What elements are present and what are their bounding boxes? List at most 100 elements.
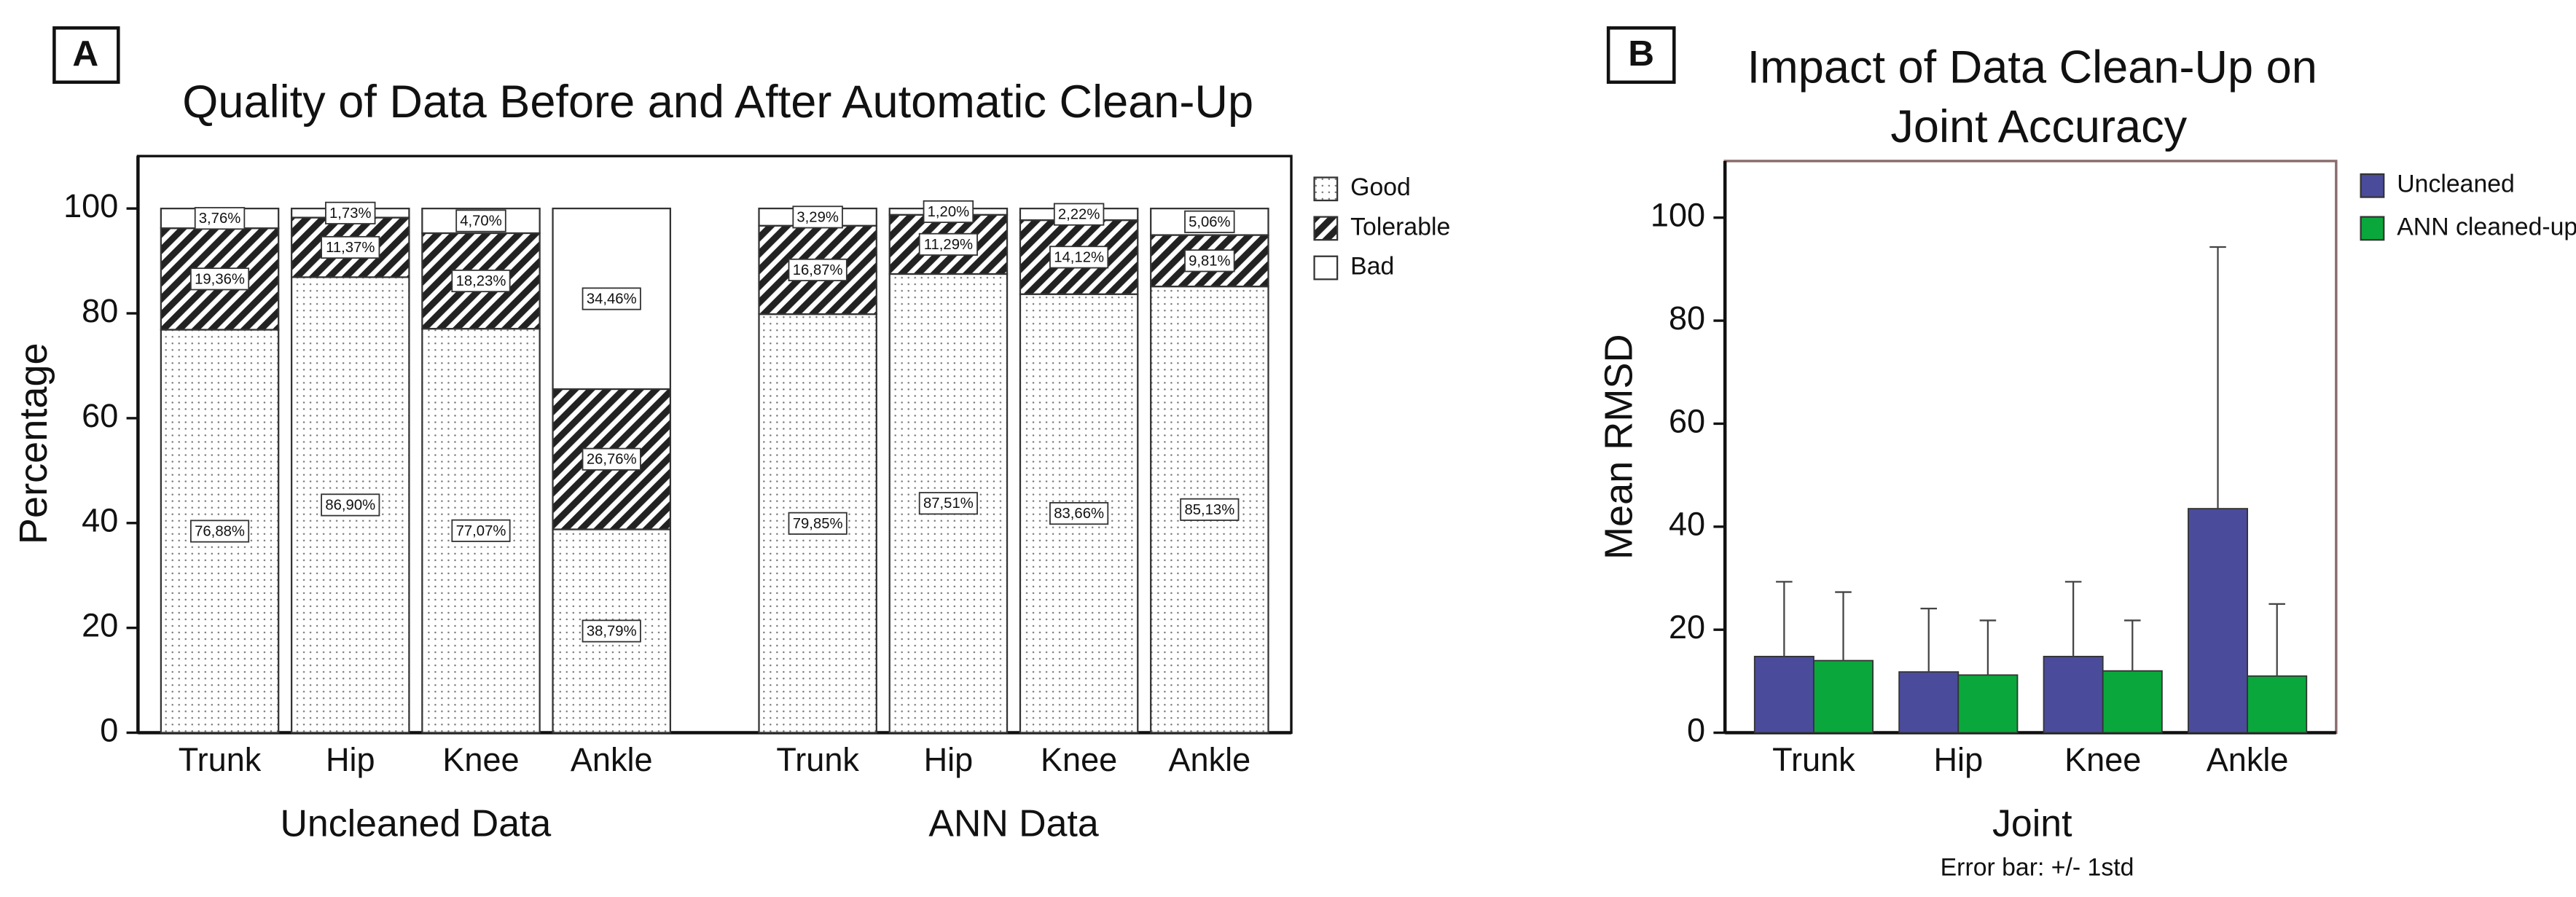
value-label-box [1184, 249, 1235, 273]
legend-label: Tolerable [1350, 213, 1450, 240]
y-tick-label: 80 [1669, 299, 1705, 337]
value-label-box [923, 200, 974, 224]
value-label: 77,07% [456, 523, 506, 539]
bar [2102, 670, 2163, 734]
value-label-box [455, 209, 506, 232]
y-tick-label: 60 [82, 397, 118, 434]
value-label-box [1049, 246, 1109, 269]
value-label-box [189, 267, 250, 291]
value-label-box [918, 232, 978, 256]
note: Error bar: +/- 1std [1941, 854, 2134, 882]
x-axis-label: Joint [1992, 802, 2072, 845]
value-label-box [321, 493, 380, 517]
x-tick-label: Trunk [1772, 741, 1855, 778]
value-label-box [321, 235, 380, 259]
bar [2188, 508, 2249, 734]
chart-title: Joint Accuracy [1890, 101, 2187, 152]
bar [1957, 674, 2019, 734]
value-label: 1,20% [928, 204, 970, 220]
legend-swatch [1313, 216, 1339, 241]
value-label: 11,29% [924, 237, 973, 253]
legend-label: Bad [1350, 252, 1394, 280]
legend-label: Uncleaned [2397, 171, 2515, 198]
group-label: ANN Data [928, 802, 1099, 845]
bar [1813, 659, 1874, 734]
y-tick-label: 20 [1669, 608, 1705, 646]
value-label: 26,76% [587, 452, 637, 468]
value-label-box [325, 201, 376, 224]
value-label: 83,66% [1054, 506, 1104, 522]
panel-letter: B [1628, 33, 1654, 74]
value-label: 76,88% [195, 523, 245, 539]
panel-letter: A [72, 33, 98, 74]
x-tick-label: Knee [2064, 741, 2141, 778]
chart-title: Quality of Data Before and After Automat… [182, 77, 1253, 128]
y-tick-label: 0 [1687, 711, 1705, 748]
value-label-box [582, 287, 641, 310]
bar [2043, 656, 2104, 734]
value-label: 5,06% [1189, 214, 1231, 230]
value-label-box [918, 492, 978, 515]
legend-label: ANN cleaned-up [2397, 213, 2576, 240]
value-label: 14,12% [1054, 249, 1104, 265]
value-label-box [792, 205, 843, 229]
y-tick-label: 40 [82, 502, 118, 539]
bar-segment [552, 207, 672, 391]
value-label: 18,23% [456, 273, 506, 289]
legend-swatch [2360, 173, 2385, 198]
y-axis-label: Mean RMSD [1597, 334, 1640, 560]
x-tick-label: Hip [1934, 741, 1984, 778]
value-label-box [1184, 210, 1235, 233]
y-tick-label: 60 [1669, 402, 1705, 439]
legend-swatch [1313, 176, 1339, 202]
value-label: 79,85% [793, 516, 843, 532]
x-tick-label: Ankle [2207, 741, 2289, 778]
value-label: 4,70% [460, 214, 502, 230]
x-tick-label: Hip [326, 741, 375, 778]
legend-swatch [1313, 255, 1339, 281]
value-label-box [788, 512, 847, 535]
value-label-box [582, 447, 641, 471]
x-tick-label: Trunk [776, 741, 859, 778]
bar [2247, 675, 2308, 734]
y-tick-label: 40 [1669, 506, 1705, 543]
y-tick-label: 20 [82, 607, 118, 644]
value-label-box [194, 207, 246, 230]
value-label-box [1180, 498, 1240, 521]
x-tick-label: Knee [442, 741, 519, 778]
x-tick-label: Knee [1041, 741, 1117, 778]
value-label: 86,90% [325, 497, 375, 513]
chart-title: Impact of Data Clean-Up on [1747, 42, 2317, 93]
legend-label: Good [1350, 173, 1411, 201]
value-label-box [1049, 502, 1109, 525]
value-label-box [189, 520, 250, 543]
value-label: 19,36% [195, 271, 245, 287]
value-label: 34,46% [587, 291, 637, 308]
value-label-box [451, 269, 511, 293]
value-label: 3,76% [199, 211, 241, 227]
x-tick-label: Ankle [1168, 741, 1250, 778]
value-label: 38,79% [587, 623, 637, 639]
y-tick-label: 0 [100, 711, 118, 748]
value-label: 16,87% [793, 262, 843, 278]
x-tick-label: Hip [924, 741, 974, 778]
x-tick-label: Ankle [571, 741, 653, 778]
value-label: 1,73% [329, 205, 372, 222]
panel-box [1606, 26, 1676, 85]
value-label-box [582, 619, 641, 643]
value-label: 9,81% [1189, 253, 1231, 269]
value-label: 87,51% [923, 495, 974, 512]
y-tick-label: 100 [63, 187, 118, 224]
y-tick-label: 80 [82, 292, 118, 329]
bar [1753, 656, 1814, 734]
y-tick-label: 100 [1651, 197, 1705, 234]
value-label: 3,29% [796, 209, 839, 225]
value-label-box [451, 519, 511, 542]
value-label: 85,13% [1184, 502, 1234, 518]
value-label: 2,22% [1058, 207, 1100, 223]
value-label-box [1053, 203, 1105, 226]
bar [1898, 671, 1960, 734]
legend-swatch [2360, 216, 2385, 241]
group-label: Uncleaned Data [280, 802, 551, 845]
